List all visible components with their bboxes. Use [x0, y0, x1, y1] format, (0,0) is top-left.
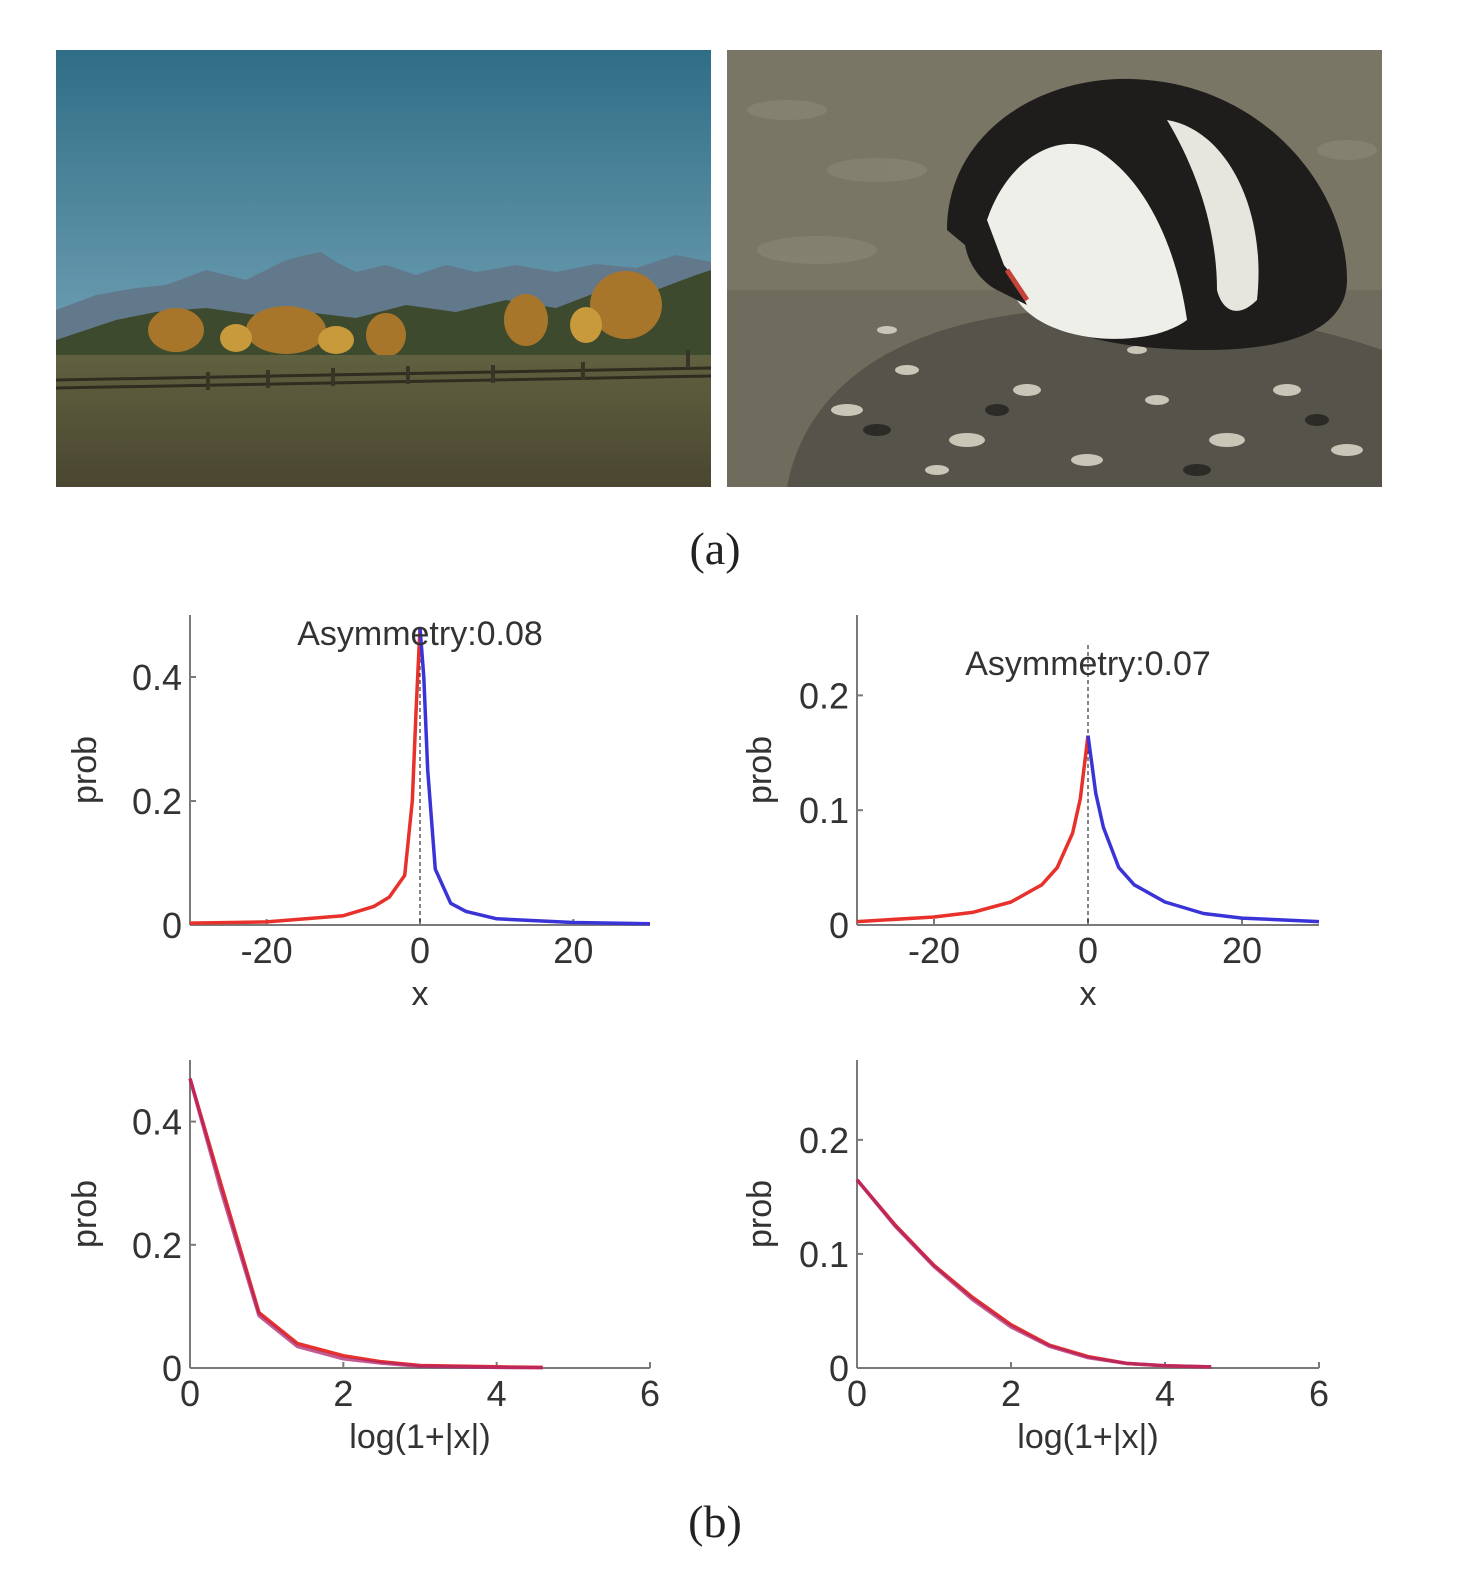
- x-axis-label: log(1+|x|): [349, 1418, 490, 1456]
- y-tick-label: 0: [162, 905, 182, 946]
- y-tick-label: 0.4: [132, 1102, 182, 1143]
- y-tick-label: 0.2: [799, 675, 849, 716]
- x-tick-label: 0: [847, 1373, 867, 1414]
- y-tick-label: 0.2: [132, 1225, 182, 1266]
- chart-title: Asymmetry:0.08: [297, 615, 543, 653]
- y-tick-label: 0.4: [132, 657, 182, 698]
- series-line-positive: [188, 1078, 543, 1370]
- caption-a: (a): [689, 523, 741, 574]
- landscape-photo: [56, 50, 711, 487]
- x-tick-label: 2: [333, 1373, 353, 1414]
- chart-top-right: 0 0.1 0.2 -20 0 20 Asymmetry:0.07 x prob: [741, 615, 1320, 1013]
- x-tick-label: 0: [180, 1373, 200, 1414]
- chart-bottom-right: 0 0.1 0.2 0 2 4 6 log(1+|x|) prob: [741, 1060, 1329, 1456]
- y-axis-label: prob: [741, 736, 779, 804]
- y-tick-label: 0: [162, 1348, 182, 1389]
- x-tick-label: 0: [1078, 930, 1098, 971]
- y-tick-label: 0.1: [799, 790, 849, 831]
- chart-top-left: 0 0.2 0.4 -20 0 20 Asymmetry:0.08 x prob: [66, 615, 651, 1013]
- chart-title: Asymmetry:0.07: [965, 645, 1211, 683]
- chart-bottom-left: 0 0.2 0.4 0 2 4 6 log(1+|x|) prob: [66, 1060, 660, 1456]
- x-tick-label: 4: [487, 1373, 507, 1414]
- x-tick-label: 20: [553, 930, 593, 971]
- y-axis-label: prob: [66, 1180, 104, 1248]
- x-axis-label: x: [412, 975, 429, 1013]
- x-tick-label: 4: [1155, 1373, 1175, 1414]
- x-tick-label: 6: [640, 1373, 660, 1414]
- x-tick-label: 6: [1309, 1373, 1329, 1414]
- y-axis-label: prob: [66, 736, 104, 804]
- x-axis-label: x: [1080, 975, 1097, 1013]
- y-tick-label: 0.2: [799, 1120, 849, 1161]
- x-tick-label: 0: [410, 930, 430, 971]
- x-axis-label: log(1+|x|): [1017, 1418, 1158, 1456]
- series-line-negative: [188, 1078, 543, 1370]
- y-tick-label: 0: [829, 1348, 849, 1389]
- series-line-positive: [855, 1178, 1212, 1369]
- x-tick-label: -20: [241, 930, 293, 971]
- x-tick-label: -20: [908, 930, 960, 971]
- caption-b: (b): [688, 1496, 742, 1547]
- x-tick-label: 20: [1222, 930, 1262, 971]
- series-line-positive: [1086, 735, 1320, 924]
- series-line-negative: [856, 735, 1090, 924]
- y-axis-label: prob: [741, 1180, 779, 1248]
- y-tick-label: 0.1: [799, 1234, 849, 1275]
- y-tick-label: 0.2: [132, 781, 182, 822]
- x-tick-label: 2: [1001, 1373, 1021, 1414]
- series-line-negative: [189, 627, 422, 925]
- y-tick-label: 0: [829, 905, 849, 946]
- penguin-photo: [727, 50, 1382, 487]
- series-line-positive: [418, 627, 651, 926]
